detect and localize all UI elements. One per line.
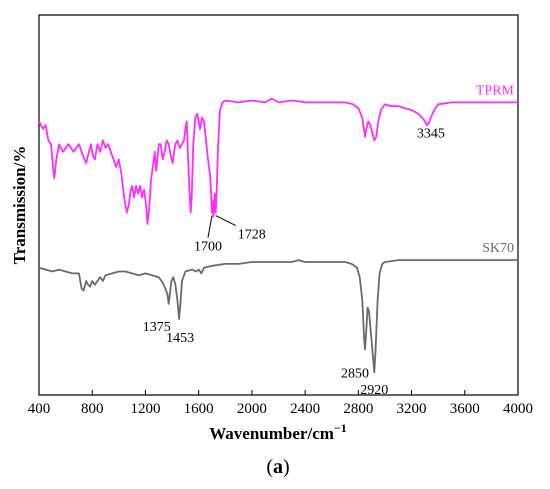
series-line-sk70 xyxy=(38,259,518,374)
x-axis-title-main: Wavenumber/cm xyxy=(209,424,334,443)
panel-label-close: ) xyxy=(283,456,290,478)
series-layer: TPRM SK70 xyxy=(38,83,518,374)
x-tick-label: 2000 xyxy=(237,401,267,417)
y-axis-title: Transmission/% xyxy=(10,146,29,265)
x-axis-title: Wavenumber/cm−1 xyxy=(209,421,347,443)
series-label-tprm: TPRM xyxy=(476,83,515,98)
x-axis-title-exponent: −1 xyxy=(334,421,347,435)
annotation-label: 1728 xyxy=(238,228,266,243)
x-tick-label: 1600 xyxy=(184,401,214,417)
panel-label-open: ( xyxy=(266,456,273,478)
panel-label-letter: a xyxy=(273,456,283,478)
annotation-label: 2920 xyxy=(360,383,388,398)
panel-label: (a) xyxy=(266,456,289,478)
annotation-label: 1375 xyxy=(143,320,171,335)
annotation-label: 1700 xyxy=(194,240,222,255)
x-tick-label: 800 xyxy=(81,401,104,417)
x-tick-label: 1200 xyxy=(130,401,160,417)
x-axis: 400 800 1200 1600 2000 2400 2800 3200 3600 4000 xyxy=(28,390,533,417)
x-tick-label: 4000 xyxy=(503,401,533,417)
annotation-leader xyxy=(207,215,213,238)
x-tick-label: 2800 xyxy=(343,401,373,417)
plot-frame xyxy=(38,14,519,396)
annotation-leader xyxy=(215,215,236,227)
series-line-tprm xyxy=(38,97,518,225)
x-tick-label: 3200 xyxy=(397,401,427,417)
x-tick-label: 2400 xyxy=(290,401,320,417)
annotation-label: 1453 xyxy=(166,331,194,346)
annotation-label: 2850 xyxy=(341,366,369,381)
x-tick-label: 3600 xyxy=(450,401,480,417)
series-label-sk70: SK70 xyxy=(482,241,514,256)
x-tick-label: 400 xyxy=(28,401,51,417)
annotation-label: 3345 xyxy=(417,127,445,142)
